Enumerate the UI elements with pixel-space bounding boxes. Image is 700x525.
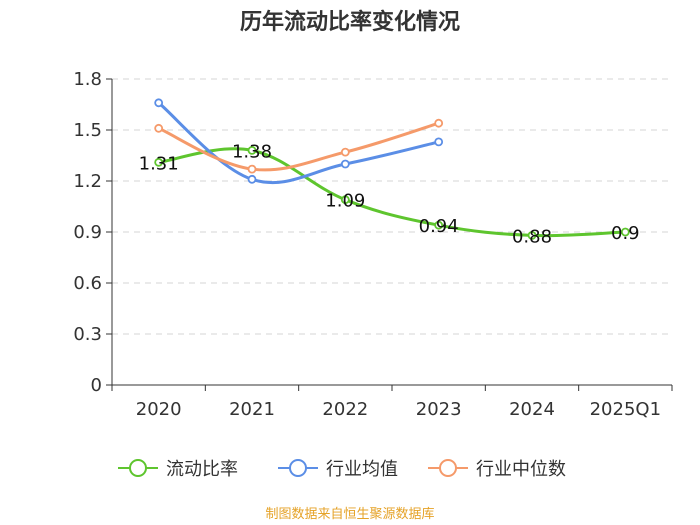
y-tick-label: 1.5: [73, 120, 102, 141]
x-tick-label: 2023: [416, 399, 462, 420]
data-label: 1.09: [325, 191, 365, 212]
series-line-1: [157, 101, 440, 185]
x-tick-label: 2020: [136, 399, 182, 420]
legend-item[interactable]: 行业中位数: [428, 459, 566, 480]
x-tick-label: 2021: [229, 399, 275, 420]
y-tick-label: 1.8: [73, 69, 102, 90]
data-point[interactable]: [434, 118, 444, 128]
data-point[interactable]: [154, 157, 164, 167]
x-tick-label: 2022: [322, 399, 368, 420]
legend-marker: [289, 459, 307, 477]
legend-marker: [439, 459, 457, 477]
legend[interactable]: 流动比率 行业均值 行业中位数: [118, 459, 566, 480]
data-label: 1.31: [139, 153, 179, 174]
axes: 0 0.3 0.6 0.9 1.2 1.5 1.8 2020 2021 2022 2023 2024 2…: [73, 69, 673, 420]
series-line-2: [158, 121, 440, 172]
legend-item[interactable]: 行业均值: [278, 459, 398, 480]
data-point[interactable]: [247, 145, 257, 155]
y-tick-label: 0.9: [73, 222, 102, 243]
data-point[interactable]: [434, 220, 444, 230]
legend-marker: [129, 459, 147, 477]
data-point[interactable]: [434, 137, 444, 147]
chart-title: 历年流动比率变化情况: [240, 9, 460, 35]
data-point[interactable]: [340, 195, 350, 205]
legend-label: 行业中位数: [476, 459, 566, 480]
series-line-0: [158, 147, 626, 238]
legend-item[interactable]: 流动比率: [118, 459, 238, 480]
y-tick-label: 1.2: [73, 171, 102, 192]
data-point[interactable]: [247, 164, 257, 174]
grid-lines: [112, 78, 672, 335]
legend-label: 流动比率: [166, 459, 238, 480]
source-note: 制图数据来自恒生聚源数据库: [265, 506, 434, 522]
legend-label: 行业均值: [326, 459, 398, 480]
data-labels: 1.31 1.38 1.09 0.94 0.88 0.9: [139, 141, 640, 247]
x-tick-label: 2024: [509, 399, 555, 420]
data-label: 0.88: [512, 226, 552, 247]
data-point[interactable]: [247, 174, 257, 184]
data-point[interactable]: [340, 147, 350, 157]
series-lines: [154, 98, 630, 240]
y-tick-label: 0.6: [73, 273, 102, 294]
data-point[interactable]: [154, 123, 164, 133]
x-tick-label: 2025Q1: [590, 399, 661, 420]
y-tick-label: 0: [91, 375, 102, 396]
y-tick-label: 0.3: [73, 324, 102, 345]
data-label: 0.94: [419, 216, 459, 237]
data-label: 0.9: [611, 223, 640, 244]
data-point[interactable]: [340, 159, 350, 169]
data-label: 1.38: [232, 141, 272, 162]
data-point[interactable]: [154, 98, 164, 108]
data-point[interactable]: [620, 227, 630, 237]
data-point[interactable]: [527, 230, 537, 240]
